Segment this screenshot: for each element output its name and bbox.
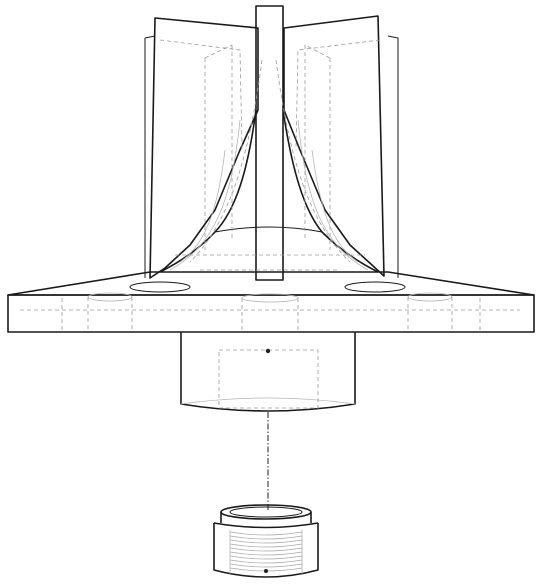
hub-bottom-ellipse xyxy=(180,397,356,405)
flange-hole-left xyxy=(129,281,191,293)
nut-body-outline xyxy=(213,523,319,578)
nut-collar xyxy=(220,512,312,523)
hub-center-mark xyxy=(265,348,271,354)
vane-assembly xyxy=(144,5,399,281)
flange-hole-right xyxy=(344,281,406,293)
right-vane-outline xyxy=(283,15,385,277)
center-vane-flare-right xyxy=(282,109,379,273)
threaded-nut xyxy=(213,504,319,578)
nut-center-mark xyxy=(264,569,268,573)
center-vane-flare xyxy=(159,109,257,273)
nut-top-ring-inner xyxy=(229,506,303,518)
center-vane-front xyxy=(255,5,284,281)
right-vane-rear-edge xyxy=(387,35,399,278)
left-vane-rear-edge xyxy=(144,35,156,278)
vane-hub-ring xyxy=(214,226,323,233)
hub-outline xyxy=(180,332,356,412)
vane-faint-curves xyxy=(169,119,369,271)
vane-hidden-edges xyxy=(159,39,381,271)
hub-cylinder xyxy=(180,332,356,412)
nut-thread-lines xyxy=(229,530,303,574)
nut-collar-step xyxy=(213,522,319,529)
flange-hidden-bores xyxy=(20,297,520,332)
flange-plate xyxy=(7,271,535,333)
left-vane-outline xyxy=(149,17,259,279)
flange-top-face xyxy=(7,271,535,296)
flange-front-face xyxy=(7,294,535,333)
